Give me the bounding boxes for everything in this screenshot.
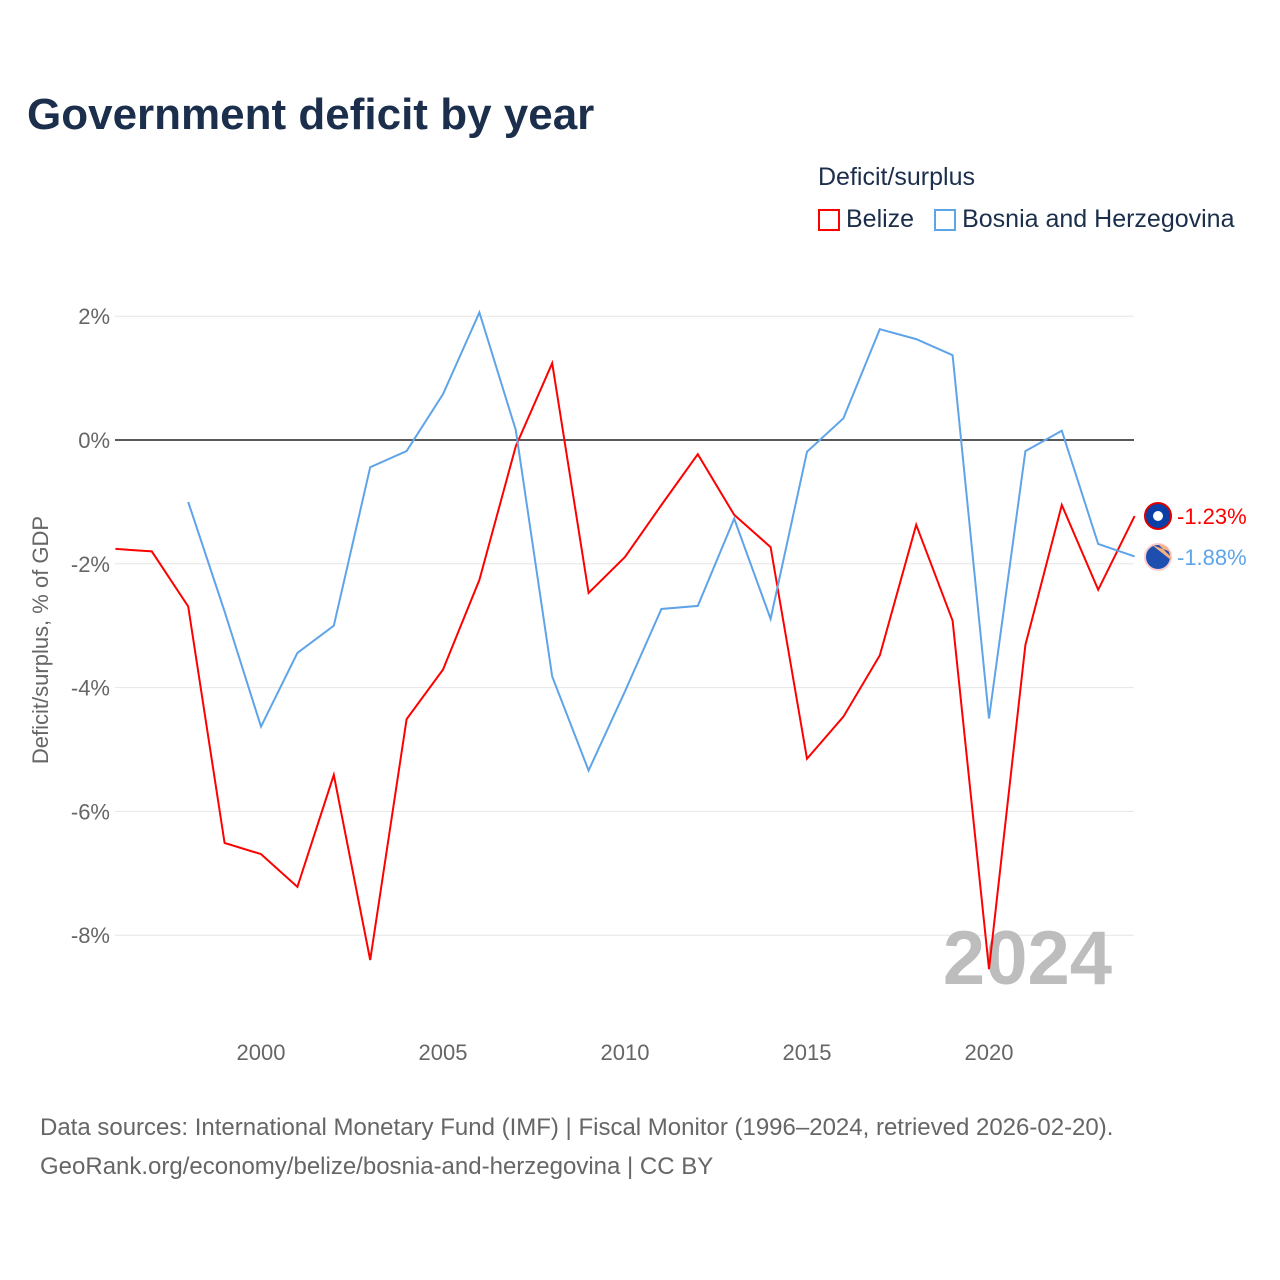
end-value-label: -1.88%: [1177, 545, 1247, 570]
legend-title: Deficit/surplus: [818, 163, 975, 191]
source-line-2: GeoRank.org/economy/belize/bosnia-and-he…: [40, 1153, 714, 1180]
y-tick-label: 2%: [78, 304, 110, 329]
flag-emblem: [1152, 544, 1171, 560]
legend-item-bosnia[interactable]: Bosnia and Herzegovina: [934, 205, 1235, 234]
legend-swatch-belize: [818, 208, 840, 231]
legend-swatch-bosnia: [934, 208, 957, 231]
series-line-belize: [115, 359, 1136, 970]
y-tick-label: -2%: [71, 552, 110, 577]
x-tick-label: 2015: [783, 1040, 832, 1065]
y-tick-label: -4%: [71, 676, 110, 701]
y-tick-label: -8%: [71, 923, 110, 948]
x-tick-label: 2020: [965, 1040, 1014, 1065]
x-tick-label: 2005: [419, 1040, 468, 1065]
source-line-1: Data sources: International Monetary Fun…: [40, 1114, 1114, 1141]
y-tick-label: -6%: [71, 799, 110, 824]
series-line-bosnia: [187, 309, 1135, 774]
legend: Belize Bosnia and Herzegovina: [818, 205, 1235, 234]
chart-title: Government deficit by year: [27, 90, 595, 139]
year-watermark: 2024: [943, 916, 1112, 1001]
end-value-label: -1.23%: [1177, 504, 1247, 529]
x-tick-label: 2000: [237, 1040, 286, 1065]
legend-label: Belize: [846, 205, 915, 233]
source-note: Data sources: International Monetary Fun…: [40, 1108, 1113, 1186]
y-axis-label: Deficit/surplus, % of GDP: [28, 516, 53, 764]
y-tick-label: 0%: [78, 428, 110, 453]
legend-item-belize[interactable]: Belize: [818, 205, 914, 234]
flag-emblem: [1153, 511, 1163, 521]
legend-label: Bosnia and Herzegovina: [962, 205, 1235, 233]
x-tick-label: 2010: [601, 1040, 650, 1065]
